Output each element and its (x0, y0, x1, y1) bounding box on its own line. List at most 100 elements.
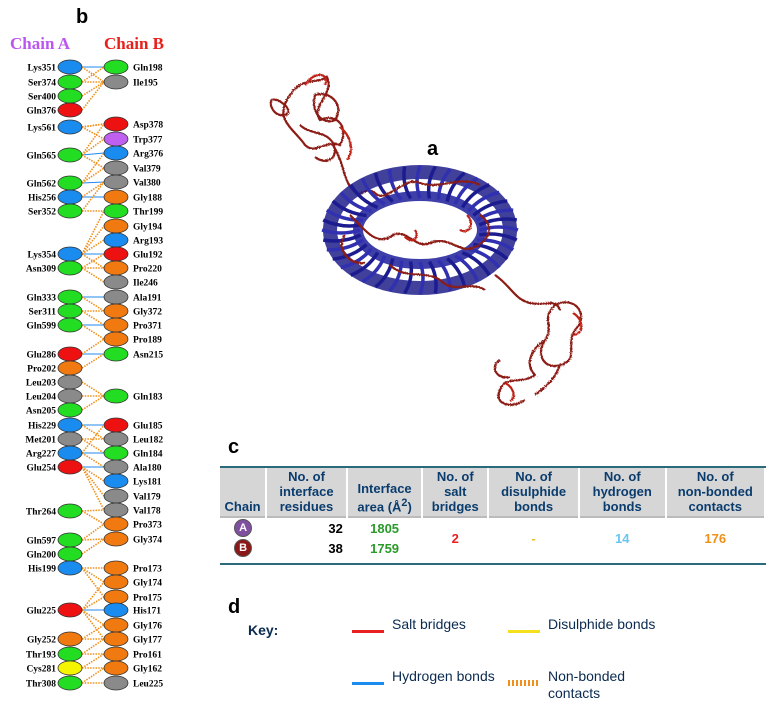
chain-b-residue-node (103, 260, 129, 276)
chain-b-residue-node (103, 59, 129, 75)
chain-a-residue-node (57, 374, 83, 390)
header-non-bonded-contacts: No. of non-bonded contacts (665, 467, 766, 517)
non-bonded-contacts-value: 176 (704, 530, 727, 546)
chain-b-residue-node (103, 488, 129, 504)
key-swatch (508, 630, 540, 633)
chain-b-residue-node (103, 274, 129, 290)
header-salt-bridges: No. of salt bridges (422, 467, 490, 517)
chain-b-links (340, 180, 562, 311)
chain-a-residue-label: Gly252 (27, 636, 56, 646)
non-bonded-contact-line (81, 66, 105, 83)
chain-b-residue-node (103, 459, 129, 475)
chain-b-residue-node (103, 675, 129, 691)
non-bonded-contact-line (81, 126, 105, 140)
non-bonded-contact-line (81, 538, 105, 541)
ring-strand (332, 243, 368, 261)
chain-a-residue-node (57, 289, 83, 305)
chain-a-residue-node (57, 660, 83, 676)
chain-b-header: Chain B (104, 34, 164, 53)
chain-a-residue-node (57, 88, 83, 104)
chain-b-residue-label: Asp378 (133, 121, 163, 131)
chain-b-residue-label: Val178 (133, 507, 161, 517)
chain-a-residue-label: Asn309 (26, 265, 56, 275)
chain-b-residue-node (103, 289, 129, 305)
chain-a-residue-node (57, 431, 83, 447)
chain-a-residue-label: Thr264 (26, 508, 56, 518)
table-top-rule (220, 466, 766, 468)
chain-b-residue-node (103, 303, 129, 319)
non-bonded-contact-line (81, 638, 105, 655)
chain-b-badge: B (234, 539, 253, 557)
non-bonded-contact-line (81, 466, 105, 482)
ring-strand (468, 247, 501, 269)
chain-a-residue-label: His199 (28, 565, 56, 575)
chain-a-residue-label: His229 (28, 422, 56, 432)
non-bonded-contact-line (81, 152, 105, 184)
ring-strand (374, 258, 395, 289)
non-bonded-contact-line (81, 609, 105, 626)
chain-b-residue-label: Val380 (133, 179, 161, 189)
header-hydrogen-bonds: No. of hydrogen bonds (578, 467, 667, 517)
ring-strand (476, 208, 514, 222)
key-label: Non-bonded contacts (548, 668, 626, 701)
non-bonded-contact-line (81, 466, 105, 511)
ring-strand (402, 166, 413, 200)
non-bonded-contact-line (81, 210, 105, 255)
ring-strand (326, 238, 364, 252)
non-bonded-contact-line (81, 452, 105, 468)
chain-b-residue-label: Lys181 (133, 478, 162, 488)
chain-a-residue-node (57, 631, 83, 647)
chain-a-residue-node (57, 417, 83, 433)
key-title: Key: (248, 622, 279, 638)
interface-statistics-table: Chain No. of interface residues Interface a… (220, 467, 766, 558)
chain-b-residue-label: Arg376 (133, 150, 163, 160)
non-bonded-contact-line (81, 653, 105, 669)
non-bonded-contact-line (81, 523, 105, 541)
chain-b-residue-label: Gln198 (133, 64, 163, 74)
ring-strand (403, 261, 414, 295)
ring-strand (325, 208, 364, 222)
chain-a-residue-label: Lys354 (27, 251, 56, 261)
chain-b-residue-label: Gly177 (133, 636, 162, 646)
non-bonded-contact-line (81, 138, 105, 156)
chain-a-residue-label: Ser400 (28, 93, 56, 103)
non-bonded-contact-line (81, 123, 105, 128)
chain-b-residue-label: Leu225 (133, 680, 163, 690)
chain-a-residue-label: Arg227 (26, 450, 56, 460)
ring-strand (388, 260, 404, 293)
chain-a-badge: A (234, 519, 253, 537)
chain-b-residue-node (103, 431, 129, 447)
header-disulphide-bonds: No. of disulphide bonds (488, 467, 580, 517)
chain-b-residues: 38 (328, 540, 343, 556)
chain-a-residue-node (57, 119, 83, 135)
hydrogen-bond-line (81, 181, 105, 184)
chain-b-residue-node (103, 631, 129, 647)
chain-a-residue-label: Gln565 (26, 152, 56, 162)
chain-b-residue-label: Pro220 (133, 265, 162, 275)
chain-b-residue-node (103, 174, 129, 190)
non-bonded-contact-line (81, 466, 105, 497)
ring-strand (361, 255, 387, 284)
header-interface-residues: No. of interface residues (266, 467, 348, 517)
chain-a-residue-node (57, 147, 83, 163)
ring-strand (321, 228, 361, 235)
ring-strand (445, 171, 466, 202)
ring-strand (426, 165, 437, 199)
chain-b-residue-node (103, 232, 129, 248)
non-bonded-contact-line (81, 581, 105, 611)
chain-a-residue-node (57, 360, 83, 376)
chain-b-residue-label: Gly374 (133, 536, 162, 546)
chain-a-residue-label: Pro202 (27, 365, 56, 375)
chain-b-residue-label: Pro161 (133, 651, 162, 661)
chain-b-area: 1759 (370, 540, 400, 556)
chain-a-residue-label: Ser352 (28, 208, 56, 218)
non-bonded-contact-line (81, 438, 105, 454)
non-bonded-contact-line (81, 81, 105, 111)
chain-a-residue-label: Gln597 (26, 537, 56, 547)
ring-strand (461, 251, 491, 277)
chain-b-residue-label: Pro189 (133, 336, 162, 346)
ring-strand (476, 238, 515, 252)
chain-a-residue-node (57, 532, 83, 548)
chain-b-residue-label: Leu182 (133, 436, 163, 446)
chain-b-residue-node (103, 660, 129, 676)
